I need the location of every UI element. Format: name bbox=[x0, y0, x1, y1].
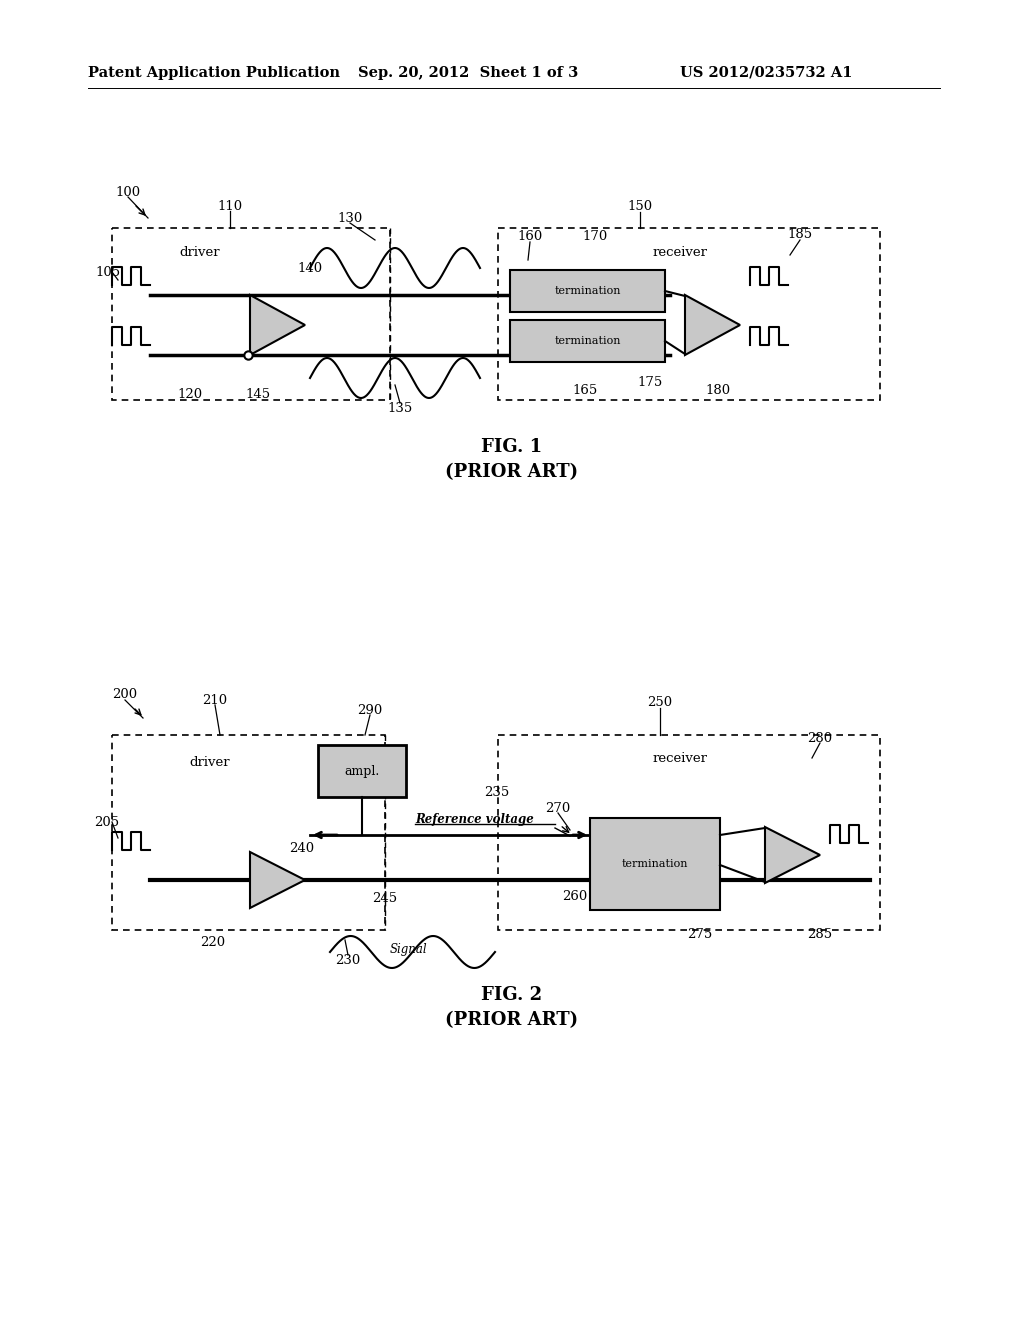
Text: 165: 165 bbox=[572, 384, 598, 396]
Polygon shape bbox=[590, 818, 720, 909]
Polygon shape bbox=[250, 851, 305, 908]
Text: termination: termination bbox=[622, 859, 688, 869]
Polygon shape bbox=[318, 744, 406, 797]
Polygon shape bbox=[685, 294, 740, 355]
Text: 185: 185 bbox=[787, 228, 813, 242]
Text: receiver: receiver bbox=[652, 246, 708, 259]
Text: 140: 140 bbox=[297, 261, 323, 275]
Text: 130: 130 bbox=[337, 211, 362, 224]
Text: 150: 150 bbox=[628, 201, 652, 214]
Text: ampl.: ampl. bbox=[344, 764, 380, 777]
Text: 210: 210 bbox=[203, 693, 227, 706]
Text: 285: 285 bbox=[808, 928, 833, 941]
Text: 120: 120 bbox=[177, 388, 203, 401]
Text: Reference voltage: Reference voltage bbox=[415, 813, 534, 826]
Text: 170: 170 bbox=[583, 231, 607, 243]
Text: 290: 290 bbox=[357, 704, 383, 717]
Text: (PRIOR ART): (PRIOR ART) bbox=[445, 463, 579, 480]
Text: 135: 135 bbox=[387, 401, 413, 414]
Text: Patent Application Publication: Patent Application Publication bbox=[88, 66, 340, 81]
Text: 200: 200 bbox=[113, 689, 137, 701]
Text: US 2012/0235732 A1: US 2012/0235732 A1 bbox=[680, 66, 853, 81]
Text: 240: 240 bbox=[290, 842, 314, 854]
Text: 275: 275 bbox=[687, 928, 713, 941]
Text: 235: 235 bbox=[484, 785, 510, 799]
Polygon shape bbox=[250, 294, 305, 355]
Text: Sep. 20, 2012  Sheet 1 of 3: Sep. 20, 2012 Sheet 1 of 3 bbox=[358, 66, 579, 81]
Text: 280: 280 bbox=[808, 731, 833, 744]
Text: 250: 250 bbox=[647, 697, 673, 710]
Text: 100: 100 bbox=[116, 186, 140, 198]
Text: 220: 220 bbox=[201, 936, 225, 949]
Text: 180: 180 bbox=[706, 384, 730, 396]
Text: 160: 160 bbox=[517, 231, 543, 243]
Text: 205: 205 bbox=[94, 816, 120, 829]
Text: 175: 175 bbox=[637, 375, 663, 388]
Text: Signal: Signal bbox=[390, 944, 428, 957]
Text: termination: termination bbox=[554, 337, 621, 346]
Text: FIG. 2: FIG. 2 bbox=[481, 986, 543, 1005]
Text: 230: 230 bbox=[336, 953, 360, 966]
Text: 110: 110 bbox=[217, 199, 243, 213]
Text: 245: 245 bbox=[373, 891, 397, 904]
Polygon shape bbox=[510, 271, 665, 312]
Text: driver: driver bbox=[179, 246, 220, 259]
Text: driver: driver bbox=[189, 755, 230, 768]
Text: receiver: receiver bbox=[652, 751, 708, 764]
Text: 145: 145 bbox=[246, 388, 270, 401]
Text: termination: termination bbox=[554, 286, 621, 296]
Polygon shape bbox=[765, 828, 820, 883]
Text: 105: 105 bbox=[95, 265, 121, 279]
Text: 270: 270 bbox=[546, 801, 570, 814]
Text: 260: 260 bbox=[562, 891, 588, 903]
Text: (PRIOR ART): (PRIOR ART) bbox=[445, 1011, 579, 1030]
Text: FIG. 1: FIG. 1 bbox=[481, 438, 543, 455]
Polygon shape bbox=[510, 319, 665, 362]
